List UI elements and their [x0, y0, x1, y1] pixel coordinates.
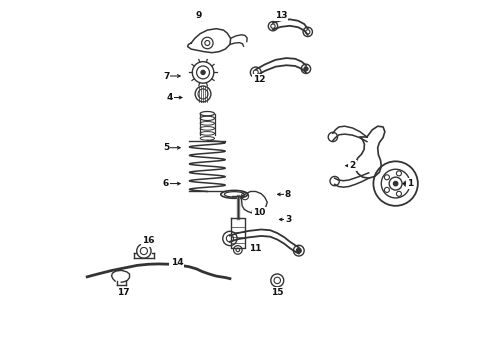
Text: 2: 2: [349, 161, 356, 170]
Text: 6: 6: [163, 179, 169, 188]
Text: 7: 7: [163, 72, 169, 81]
Circle shape: [201, 70, 205, 75]
Text: 9: 9: [195, 10, 201, 19]
Text: 3: 3: [285, 215, 291, 224]
Text: 13: 13: [274, 10, 287, 19]
Text: 16: 16: [142, 237, 154, 246]
Text: 10: 10: [253, 208, 266, 217]
Text: 1: 1: [407, 179, 413, 188]
Circle shape: [393, 181, 398, 186]
Circle shape: [304, 67, 308, 71]
Text: 4: 4: [167, 93, 173, 102]
Text: 5: 5: [163, 143, 169, 152]
Text: 8: 8: [285, 190, 291, 199]
Text: 15: 15: [271, 288, 284, 297]
Text: 11: 11: [249, 244, 262, 253]
Text: 14: 14: [171, 258, 183, 267]
Text: 17: 17: [117, 288, 129, 297]
Circle shape: [296, 248, 301, 253]
Text: 12: 12: [253, 75, 266, 84]
